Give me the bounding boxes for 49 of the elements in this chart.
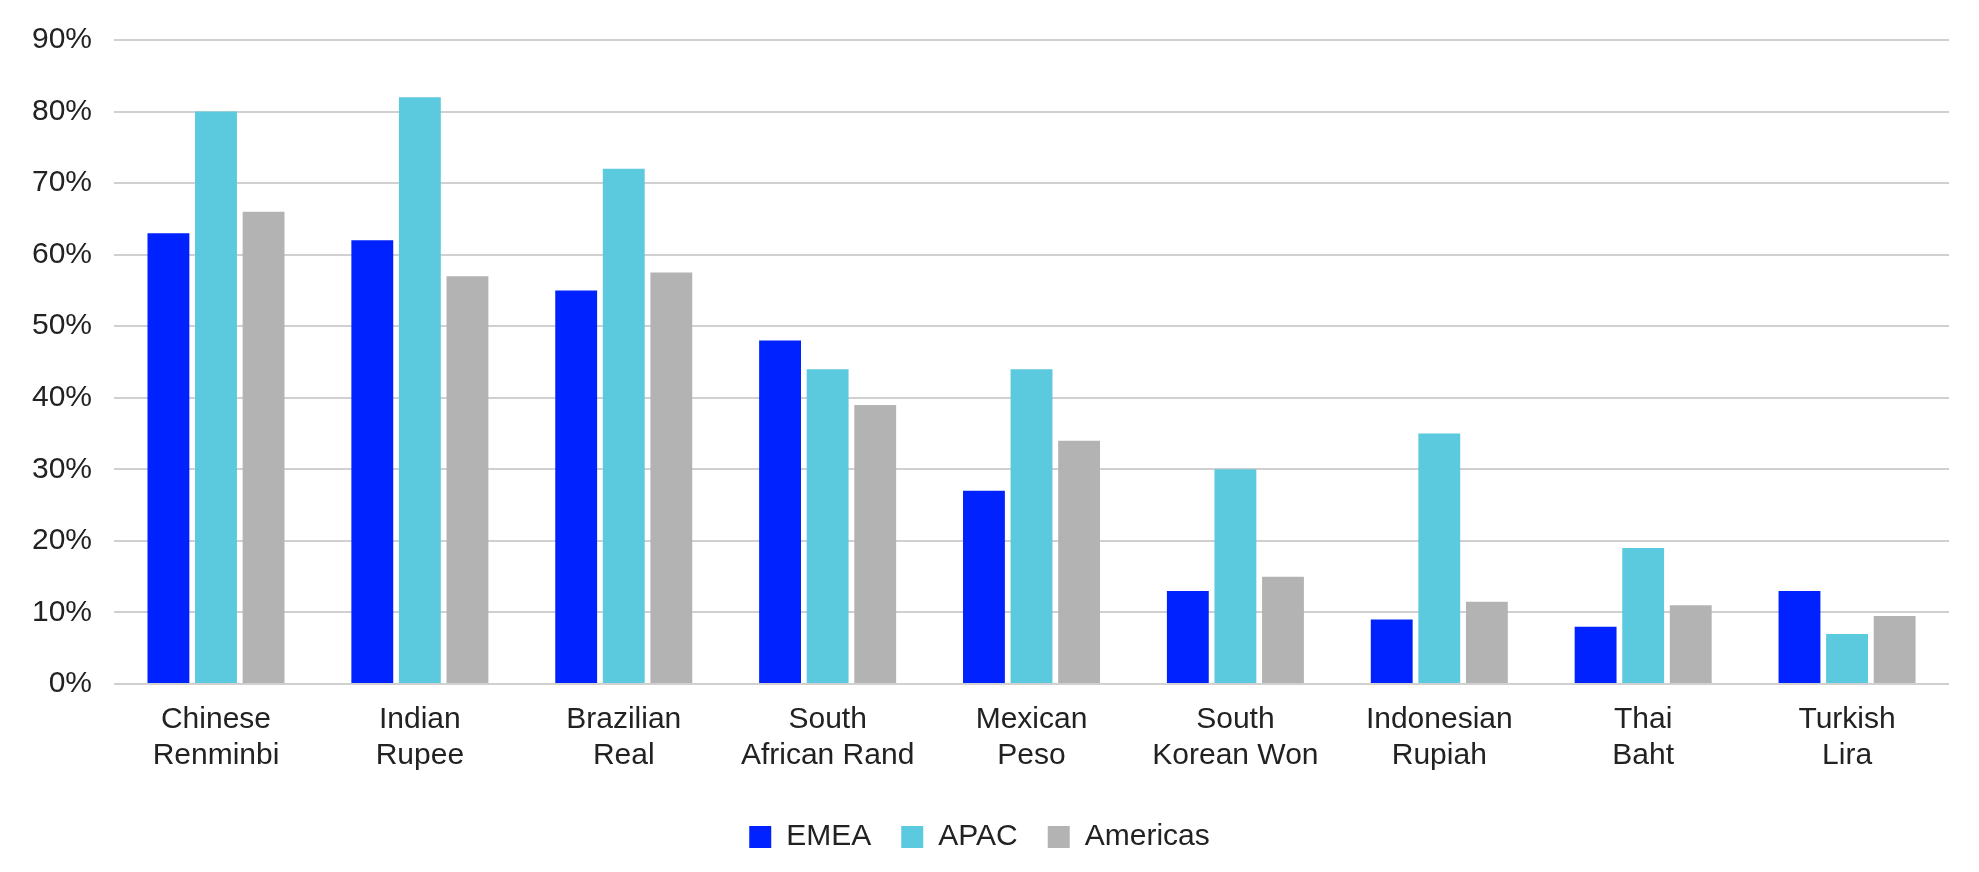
bar bbox=[1010, 369, 1053, 683]
bar bbox=[650, 272, 693, 683]
x-tick-label: Indonesian Rupiah bbox=[1365, 701, 1513, 771]
bar bbox=[602, 168, 645, 683]
bar bbox=[1058, 440, 1101, 683]
y-tick-label: 30% bbox=[32, 450, 93, 484]
y-tick-label: 10% bbox=[32, 593, 93, 627]
bar bbox=[1574, 626, 1617, 683]
bar bbox=[1826, 633, 1868, 683]
y-tick-label: 60% bbox=[32, 235, 93, 269]
y-tick-label: 80% bbox=[32, 92, 93, 126]
bar bbox=[854, 404, 897, 683]
y-tick-label: 20% bbox=[32, 522, 93, 556]
bar bbox=[806, 369, 849, 683]
bar bbox=[1669, 605, 1712, 683]
legend-label: APAC bbox=[938, 818, 1018, 852]
legend-label: Americas bbox=[1084, 818, 1210, 852]
bar bbox=[147, 233, 190, 683]
x-tick-label: Indian Rupee bbox=[375, 701, 465, 771]
bar bbox=[1873, 616, 1916, 683]
y-tick-label: 50% bbox=[32, 307, 93, 341]
bar bbox=[1262, 576, 1304, 683]
bar bbox=[446, 276, 489, 683]
bar bbox=[1465, 601, 1508, 683]
bar bbox=[1778, 590, 1821, 683]
y-tick-label: 70% bbox=[32, 164, 93, 198]
bar bbox=[1622, 548, 1665, 683]
x-tick-label: South Korean Won bbox=[1152, 701, 1319, 771]
x-tick-label: Turkish Lira bbox=[1798, 701, 1896, 771]
y-tick-label: 90% bbox=[32, 21, 93, 55]
bar bbox=[1418, 433, 1461, 683]
legend-label: EMEA bbox=[786, 818, 872, 852]
bar bbox=[759, 340, 801, 683]
x-tick-label: Mexican Peso bbox=[975, 701, 1088, 771]
y-tick-label: 0% bbox=[48, 665, 93, 699]
bar bbox=[1370, 619, 1413, 683]
bar bbox=[1214, 469, 1257, 683]
bar bbox=[195, 111, 237, 683]
bar bbox=[963, 490, 1005, 683]
x-tick-label: Thai Baht bbox=[1612, 701, 1675, 771]
bar bbox=[1166, 590, 1209, 683]
bar bbox=[242, 211, 285, 683]
y-tick-label: 40% bbox=[32, 379, 93, 413]
bar bbox=[555, 290, 598, 683]
x-tick-label: Chinese Renminbi bbox=[152, 701, 280, 771]
x-tick-label: South African Rand bbox=[740, 701, 915, 771]
bar bbox=[398, 97, 441, 683]
bar bbox=[351, 240, 394, 683]
x-tick-label: Brazilian Real bbox=[566, 701, 682, 771]
